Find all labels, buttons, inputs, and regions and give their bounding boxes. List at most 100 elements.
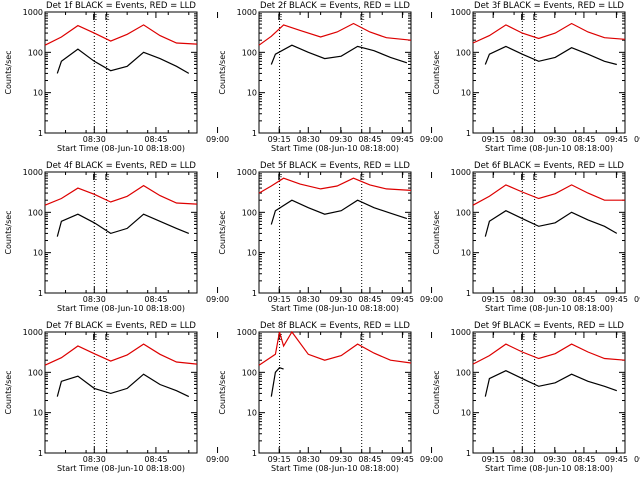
panel-title: Det 5f BLACK = Events, RED = LLD bbox=[260, 161, 410, 171]
x-tick-label: 09:45 bbox=[391, 455, 414, 464]
y-tick-label: 100 bbox=[456, 208, 471, 217]
y-tick-label: 1 bbox=[38, 129, 43, 138]
y-tick-label: 100 bbox=[28, 48, 43, 57]
lld-series-line bbox=[472, 343, 626, 365]
events-series-line bbox=[56, 373, 190, 398]
y-axis-label: Counts/sec bbox=[432, 370, 441, 414]
plot-frame bbox=[258, 171, 412, 294]
lld-series-line bbox=[44, 343, 198, 366]
x-tick-label: 08:45 bbox=[358, 135, 381, 144]
x-tick-label: 09:30 bbox=[543, 295, 566, 304]
x-tick-label: 09:30 bbox=[543, 135, 566, 144]
panel-det-5: Det 5f BLACK = Events, RED = LLD11010010… bbox=[218, 161, 628, 313]
corner-label: E bbox=[520, 173, 525, 182]
y-tick-label: 1000 bbox=[237, 8, 257, 17]
lld-series-line bbox=[258, 177, 412, 194]
corner-label: E bbox=[533, 13, 538, 22]
x-tick-label: 08:30 bbox=[83, 135, 106, 144]
y-axis-label: Counts/sec bbox=[4, 370, 13, 414]
panel-det-8: Det 8f BLACK = Events, RED = LLD 1 10 100 10… bbox=[218, 321, 628, 473]
y-tick-label: 1000 bbox=[451, 8, 471, 17]
x-tick-label: 09:15 bbox=[482, 295, 505, 304]
y-tick-label: 10 bbox=[461, 409, 471, 418]
events-series-line bbox=[484, 370, 618, 397]
x-tick-label: 09:30 bbox=[329, 295, 352, 304]
panel-det-1: Det 1f BLACK = Events, RED = LLD11010010… bbox=[4, 1, 414, 153]
panel-det-6: Det 6f BLACK = Events, RED = LLD 1 10 100 10… bbox=[432, 161, 640, 313]
events-series-line bbox=[56, 48, 190, 74]
x-tick-label: 08:30 bbox=[297, 135, 320, 144]
x-tick-label: 09:30 bbox=[543, 455, 566, 464]
x-axis-label: Start Time (08-Jun-10 08:18:00) bbox=[57, 464, 185, 473]
panel-title: Det 7f BLACK = Events, RED = LLD bbox=[46, 321, 196, 331]
x-tick-label: 09:00 bbox=[420, 455, 443, 464]
x-tick-label: 09:00 bbox=[420, 295, 443, 304]
y-tick-label: 100 bbox=[28, 208, 43, 217]
y-tick-label: 10 bbox=[247, 249, 257, 258]
x-tick-label: 09:00 bbox=[634, 455, 640, 464]
x-tick-label: 09:00 bbox=[206, 295, 229, 304]
x-axis-label: Start Time (08-Jun-10 08:18:00) bbox=[271, 304, 399, 313]
y-axis-label: Counts/sec bbox=[432, 50, 441, 94]
y-tick-label: 10 bbox=[461, 89, 471, 98]
corner-label: E bbox=[278, 173, 283, 182]
corner-label: E bbox=[360, 333, 365, 342]
plot-frame bbox=[44, 331, 198, 454]
plot-frame bbox=[258, 331, 412, 454]
x-tick-label: 08:45 bbox=[572, 455, 595, 464]
y-tick-label: 1000 bbox=[451, 328, 471, 337]
events-series-line bbox=[484, 45, 617, 66]
x-tick-label: 09:15 bbox=[268, 295, 291, 304]
lld-series-line bbox=[472, 184, 625, 206]
panel-title: Det 3f BLACK = Events, RED = LLD bbox=[474, 1, 624, 11]
x-tick-label: 08:30 bbox=[511, 135, 534, 144]
x-tick-label: 09:45 bbox=[605, 455, 628, 464]
x-tick-label: 09:30 bbox=[329, 455, 352, 464]
y-tick-label: 1000 bbox=[23, 328, 43, 337]
panel-title: Det 8f BLACK = Events, RED = LLD bbox=[260, 321, 410, 331]
y-tick-label: 1000 bbox=[237, 328, 257, 337]
plot-frame bbox=[472, 11, 626, 134]
plot-frame bbox=[44, 11, 198, 134]
corner-label: E bbox=[520, 333, 525, 342]
x-tick-label: 09:00 bbox=[634, 135, 640, 144]
corner-label: E bbox=[533, 173, 538, 182]
y-tick-label: 1 bbox=[38, 289, 43, 298]
x-tick-label: 08:45 bbox=[572, 135, 595, 144]
panel-det-4: Det 4f BLACK = Events, RED = LLD 1 10 100 10… bbox=[4, 161, 414, 313]
corner-label: E bbox=[520, 13, 525, 22]
y-tick-label: 10 bbox=[33, 409, 43, 418]
y-axis-label: Counts/sec bbox=[218, 50, 227, 94]
x-axis-label: Start Time (08-Jun-10 08:18:00) bbox=[271, 144, 399, 153]
panel-title: Det 4f BLACK = Events, RED = LLD bbox=[46, 161, 196, 171]
y-tick-label: 1 bbox=[466, 449, 471, 458]
y-tick-label: 1 bbox=[466, 289, 471, 298]
y-tick-label: 100 bbox=[456, 368, 471, 377]
panel-det-7: Det 7f BLACK = Events, RED = LLD11010010… bbox=[4, 321, 414, 473]
x-axis-label: Start Time (08-Jun-10 08:18:00) bbox=[485, 464, 613, 473]
y-axis-label: Counts/sec bbox=[4, 210, 13, 254]
y-tick-label: 10 bbox=[247, 409, 257, 418]
corner-label: E bbox=[92, 13, 97, 22]
panel-title: Det 9f BLACK = Events, RED = LLD bbox=[474, 321, 624, 331]
x-tick-label: 09:00 bbox=[206, 455, 229, 464]
x-tick-label: 08:30 bbox=[511, 295, 534, 304]
x-tick-label: 08:45 bbox=[144, 135, 167, 144]
panel-title: Det 6f BLACK = Events, RED = LLD bbox=[474, 161, 624, 171]
corner-label: E bbox=[105, 173, 110, 182]
y-tick-label: 100 bbox=[456, 48, 471, 57]
events-series-line bbox=[270, 367, 284, 397]
x-tick-label: 08:45 bbox=[358, 455, 381, 464]
panel-det-3: Det 3f BLACK = Events, RED = LLD 1 10 100 10… bbox=[432, 1, 640, 153]
panel-det-2: Det 2f BLACK = Events, RED = LLD11010010… bbox=[218, 1, 628, 153]
y-tick-label: 100 bbox=[242, 48, 257, 57]
x-tick-label: 08:30 bbox=[297, 455, 320, 464]
x-tick-label: 08:30 bbox=[511, 455, 534, 464]
x-tick-label: 09:15 bbox=[482, 455, 505, 464]
y-tick-label: 100 bbox=[28, 368, 43, 377]
y-tick-label: 10 bbox=[33, 249, 43, 258]
panel-det-9: Det 9f BLACK = Events, RED = LLD 1 10 100 10… bbox=[432, 321, 640, 473]
x-tick-label: 08:45 bbox=[572, 295, 595, 304]
corner-label: E bbox=[533, 333, 538, 342]
y-axis-label: Counts/sec bbox=[432, 210, 441, 254]
